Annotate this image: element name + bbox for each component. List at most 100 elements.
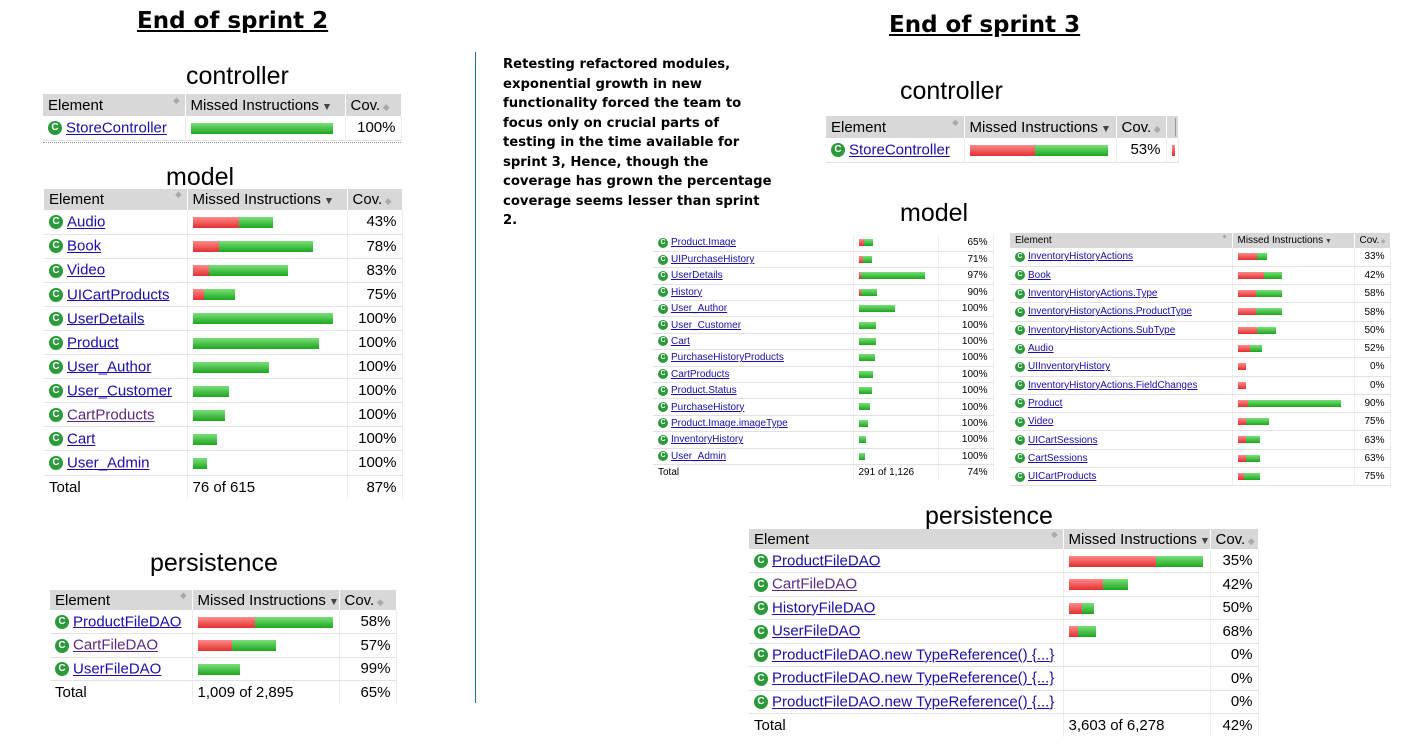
element-link[interactable]: InventoryHistoryActions.SubType	[1028, 324, 1176, 336]
element-link[interactable]: UserDetails	[671, 270, 723, 282]
element-link[interactable]: Product.Image	[671, 237, 737, 249]
element-link[interactable]: InventoryHistoryActions.Type	[1028, 288, 1158, 300]
element-link[interactable]: UICartProducts	[67, 286, 170, 304]
element-link[interactable]: Product.Status	[671, 385, 737, 397]
column-header-missed[interactable]: Missed Instructions ▼	[192, 590, 340, 610]
element-link[interactable]: UserFileDAO	[73, 660, 162, 678]
coverage-bar	[192, 313, 333, 325]
element-link[interactable]: User_Customer	[67, 382, 173, 400]
element-link[interactable]: InventoryHistory	[671, 434, 744, 446]
missed-header-label: Missed Instructions	[1068, 530, 1197, 548]
column-header-cov[interactable]: Cov. ◆	[1354, 233, 1391, 248]
missed-bar-cell	[1232, 467, 1355, 487]
missed-segment	[1237, 436, 1246, 444]
element-link[interactable]: Audio	[67, 213, 106, 231]
element-link[interactable]: CartProducts	[67, 406, 155, 424]
column-header-element[interactable]: Element ◆	[749, 529, 1064, 549]
sort-desc-icon: ▼	[320, 195, 335, 207]
element-link[interactable]: InventoryHistoryActions.FieldChanges	[1028, 379, 1198, 391]
element-cell: C User_Customer	[44, 378, 188, 404]
coverage-percent: 0%	[1210, 666, 1259, 691]
column-header-missed[interactable]: Missed Instructions ▼	[1063, 529, 1211, 549]
column-header-cov[interactable]: Cov. ◆	[1210, 529, 1259, 549]
element-link[interactable]: ProductFileDAO	[73, 613, 182, 631]
column-header-missed[interactable]: Missed Instructions ▼	[964, 116, 1117, 138]
class-icon: C	[658, 352, 668, 363]
element-link[interactable]: UserDetails	[67, 310, 145, 328]
column-header-missed[interactable]: Missed Instructions ▼	[187, 189, 348, 210]
coverage-bar	[192, 385, 229, 397]
element-link[interactable]: Cart	[671, 335, 690, 347]
element-link[interactable]: CartSessions	[1028, 452, 1088, 464]
column-header-element[interactable]: Element ◆	[826, 116, 965, 138]
total-cov: 42%	[1210, 713, 1259, 737]
element-cell: C Product	[1010, 394, 1233, 414]
column-header-element[interactable]: Element ◆	[50, 590, 193, 610]
element-link[interactable]: HistoryFileDAO	[772, 599, 876, 617]
column-header-missed[interactable]: Missed Instructions ▼	[185, 94, 346, 116]
coverage-bar	[1237, 418, 1269, 426]
element-link[interactable]: Audio	[1028, 343, 1054, 355]
element-link[interactable]: Product.Image.imageType	[671, 417, 788, 429]
coverage-percent: 57%	[339, 633, 397, 658]
element-link[interactable]: CartFileDAO	[772, 576, 858, 594]
class-icon: C	[754, 671, 768, 686]
element-link[interactable]: Video	[67, 262, 106, 279]
missed-bar-cell	[1232, 266, 1355, 286]
element-link[interactable]: Cart	[67, 430, 96, 448]
element-link[interactable]: Video	[1028, 416, 1054, 428]
sort-desc-icon: ▼	[1323, 238, 1332, 245]
column-header-cov[interactable]: Cov. ◆	[1116, 116, 1167, 138]
missed-bar-cell	[1232, 449, 1355, 469]
element-link[interactable]: Product	[1028, 397, 1063, 409]
element-link[interactable]: ProductFileDAO.new TypeReference() {...}	[772, 693, 1055, 711]
column-header-missed[interactable]: Missed Instructions ▼	[1232, 233, 1355, 248]
missed-segment	[1237, 418, 1246, 426]
element-cell: C UIPurchaseHistory	[653, 251, 854, 269]
element-link[interactable]: InventoryHistoryActions	[1028, 251, 1134, 263]
column-header-element[interactable]: Element ◆	[1010, 233, 1233, 248]
element-link[interactable]: User_Author	[671, 303, 728, 315]
coverage-bar	[192, 265, 288, 277]
element-link[interactable]: UICartSessions	[1028, 434, 1098, 446]
element-link[interactable]: UserFileDAO	[772, 623, 861, 641]
element-link[interactable]: ProductFileDAO	[772, 552, 881, 570]
class-icon: C	[1015, 325, 1025, 336]
element-link[interactable]: ProductFileDAO.new TypeReference() {...}	[772, 646, 1055, 664]
column-header-element[interactable]: Element ◆	[43, 94, 186, 116]
column-header-cov[interactable]: Cov. ◆	[339, 590, 397, 610]
element-link[interactable]: User_Admin	[67, 454, 150, 472]
element-link[interactable]: Product	[67, 334, 119, 352]
element-link[interactable]: PurchaseHistoryProducts	[671, 352, 784, 364]
element-link[interactable]: UICartProducts	[1028, 471, 1097, 483]
column-header-cov[interactable]: Cov. ◆	[347, 189, 403, 210]
element-link[interactable]: Book	[1028, 269, 1051, 281]
element-link[interactable]: StoreController	[849, 141, 950, 159]
class-icon: C	[658, 434, 668, 445]
element-link[interactable]: UIPurchaseHistory	[671, 254, 755, 266]
header-row: Element ◆ Missed Instructions ▼ Cov. ◆	[50, 590, 397, 610]
column-header-element[interactable]: Element ◆	[44, 189, 188, 210]
class-icon: C	[55, 638, 69, 653]
element-link[interactable]: CartProducts	[671, 368, 730, 380]
covered-segment	[858, 387, 872, 395]
element-cell: C UICartProducts	[1010, 467, 1233, 487]
element-link[interactable]: InventoryHistoryActions.ProductType	[1028, 306, 1192, 318]
column-header-cov[interactable]: Cov. ◆	[345, 94, 402, 116]
class-icon: C	[658, 385, 668, 396]
coverage-bar	[1237, 363, 1246, 371]
element-link[interactable]: User_Customer	[671, 319, 742, 331]
table-row: C User_Customer 100%	[44, 378, 403, 404]
element-link[interactable]: CartFileDAO	[73, 637, 159, 655]
element-link[interactable]: History	[671, 286, 703, 298]
element-header-label: Element	[55, 591, 111, 609]
element-link[interactable]: PurchaseHistory	[671, 401, 745, 413]
element-link[interactable]: User_Author	[67, 358, 152, 376]
element-link[interactable]: UIInventoryHistory	[1028, 361, 1111, 373]
table-row: C Video 83%	[44, 258, 403, 283]
element-link[interactable]: StoreController	[66, 119, 167, 137]
class-icon: C	[55, 662, 69, 677]
element-link[interactable]: ProductFileDAO.new TypeReference() {...}	[772, 670, 1055, 688]
element-link[interactable]: Book	[67, 237, 102, 255]
element-link[interactable]: User_Admin	[671, 450, 727, 462]
